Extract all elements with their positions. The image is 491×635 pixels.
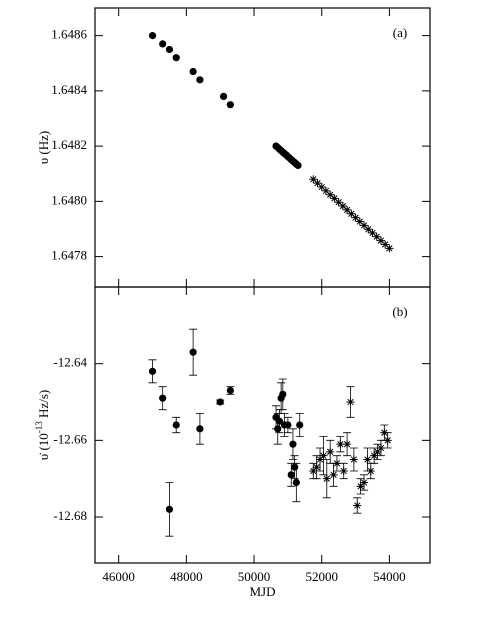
- data-point: [148, 367, 157, 375]
- data-point: [284, 421, 292, 429]
- panel-label: (a): [393, 25, 407, 40]
- data-point: [373, 447, 382, 456]
- y-tick-label: 1.6480: [51, 192, 87, 207]
- data-point: [322, 474, 331, 483]
- data-point: [355, 217, 364, 226]
- x-axis-label: MJD: [249, 584, 275, 599]
- data-point: [334, 198, 343, 207]
- data-point: [385, 244, 394, 253]
- data-point: [347, 209, 356, 218]
- y-tick-label: -12.64: [53, 355, 87, 370]
- data-point: [159, 394, 167, 402]
- data-point: [370, 451, 379, 460]
- data-point: [376, 444, 385, 452]
- data-point: [159, 40, 167, 48]
- data-point: [372, 232, 381, 241]
- x-tick-label: 54000: [373, 569, 406, 584]
- data-point: [343, 440, 352, 449]
- data-point: [346, 398, 355, 406]
- data-point: [219, 92, 228, 100]
- data-point: [196, 76, 204, 84]
- data-point: [356, 482, 365, 491]
- data-point: [289, 440, 297, 448]
- data-point: [216, 398, 224, 406]
- data-point: [326, 190, 335, 199]
- data-point: [287, 471, 295, 479]
- data-point: [226, 101, 234, 109]
- data-point: [343, 205, 352, 214]
- plot-frame: [94, 286, 431, 564]
- y-tick-label: 1.6486: [51, 27, 87, 42]
- data-point: [309, 467, 318, 475]
- data-point: [291, 463, 299, 471]
- data-point: [294, 161, 302, 170]
- data-point: [317, 183, 326, 192]
- data-point: [321, 186, 330, 195]
- data-point: [332, 459, 341, 468]
- y-axis-label-text: υ̇ (10: [36, 433, 51, 460]
- data-point: [351, 213, 360, 222]
- data-point: [316, 455, 325, 464]
- data-point: [292, 478, 300, 487]
- data-point: [296, 421, 304, 429]
- data-point: [383, 436, 392, 445]
- data-point: [275, 417, 284, 425]
- data-point: [353, 501, 362, 510]
- data-point: [309, 175, 318, 184]
- x-tick-label: 46000: [102, 569, 135, 584]
- data-point: [360, 221, 369, 230]
- plot-frame: [94, 7, 431, 288]
- data-point: [363, 455, 372, 464]
- y-axis-label-sup: -13: [34, 421, 44, 433]
- data-point: [326, 447, 335, 456]
- data-point: [368, 228, 377, 237]
- y-tick-label: 1.6484: [51, 82, 87, 97]
- data-point: [339, 467, 348, 475]
- data-point: [172, 54, 180, 62]
- data-point: [189, 348, 197, 356]
- panel-label: (b): [392, 304, 407, 319]
- data-point: [165, 45, 174, 54]
- y-axis-label: υ̇ (10-13 Hz/s): [34, 390, 51, 460]
- data-point: [196, 425, 204, 433]
- data-point: [349, 455, 358, 464]
- data-point: [329, 470, 338, 479]
- data-point: [364, 225, 373, 234]
- x-tick-label: 48000: [170, 569, 203, 584]
- data-point: [366, 467, 375, 475]
- data-point: [360, 478, 369, 487]
- data-point: [313, 179, 322, 188]
- data-point: [312, 463, 321, 472]
- data-point: [226, 386, 234, 395]
- data-point: [279, 390, 287, 398]
- y-tick-label: 1.6478: [51, 248, 87, 263]
- data-point: [172, 421, 180, 429]
- y-axis-label-end: Hz/s): [36, 390, 51, 421]
- x-tick-label: 50000: [238, 569, 271, 584]
- data-point: [165, 505, 174, 513]
- x-tick-label: 52000: [305, 569, 338, 584]
- data-point: [189, 67, 197, 76]
- data-point: [319, 451, 328, 460]
- y-axis-label-text: υ (Hz): [36, 131, 51, 165]
- y-tick-label: -12.66: [53, 431, 87, 446]
- data-point: [330, 194, 339, 203]
- data-point: [274, 425, 282, 433]
- y-tick-label: -12.68: [53, 508, 87, 523]
- data-point: [336, 440, 345, 449]
- data-point: [381, 240, 390, 249]
- y-tick-label: 1.6482: [51, 137, 87, 152]
- y-axis-label: υ (Hz): [36, 131, 51, 165]
- data-point: [376, 236, 385, 245]
- data-point: [148, 32, 157, 40]
- data-point: [338, 202, 347, 211]
